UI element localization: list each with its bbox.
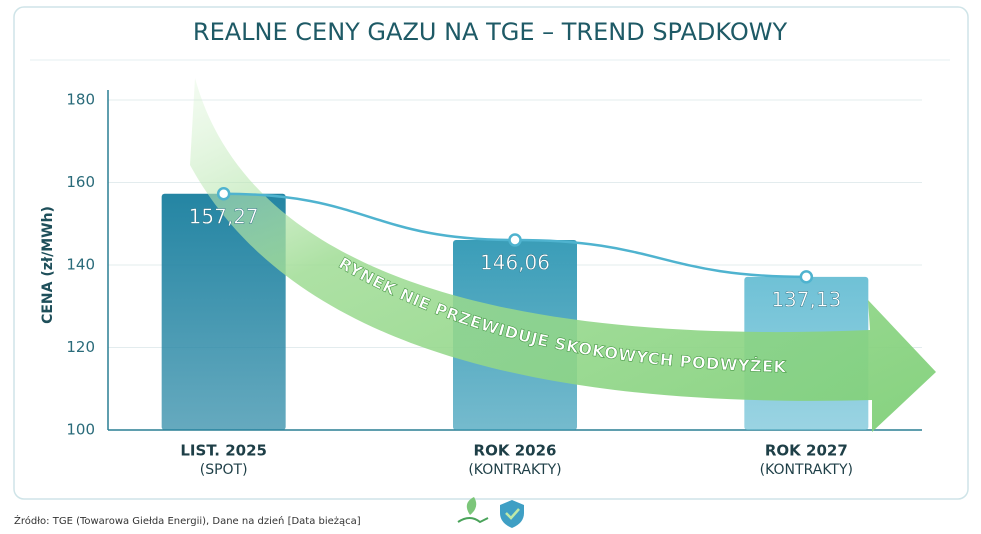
x-tick-sublabel: (SPOT): [200, 462, 248, 478]
x-tick-sublabel: (KONTRAKTY): [468, 462, 561, 478]
trend-marker: [508, 233, 522, 247]
leaf-icon: [466, 497, 477, 515]
footer-icons: [457, 497, 524, 528]
trend-marker: [216, 187, 231, 201]
bar: [161, 193, 286, 430]
y-tick-label: 180: [66, 91, 95, 109]
y-tick-label: 160: [66, 173, 95, 191]
hand-icon: [457, 517, 489, 524]
y-tick-label: 100: [66, 421, 95, 439]
value-label: 137,13: [771, 287, 841, 311]
source-note: Źródło: TGE (Towarowa Giełda Energii), D…: [14, 514, 361, 527]
x-tick-sublabel: (KONTRAKTY): [760, 462, 853, 478]
trend-arrow: [190, 78, 936, 432]
value-label: 146,06: [480, 251, 550, 275]
y-tick-label: 140: [66, 256, 95, 274]
x-tick-label: ROK 2026: [474, 442, 557, 460]
overlay: 157,27 146,06 137,13: [188, 187, 842, 312]
chart-title: REALNE CENY GAZU NA TGE – TREND SPADKOWY: [193, 18, 788, 46]
check-icon: [505, 508, 520, 520]
y-tick-label: 120: [66, 338, 95, 356]
x-tick-label: LIST. 2025: [180, 442, 267, 460]
trend-marker: [799, 270, 814, 284]
y-axis-label: CENA (zł/MWh): [40, 206, 56, 324]
x-tick-label: ROK 2027: [765, 442, 848, 460]
value-label: 157,27: [189, 204, 259, 228]
shield-icon: [500, 500, 524, 528]
